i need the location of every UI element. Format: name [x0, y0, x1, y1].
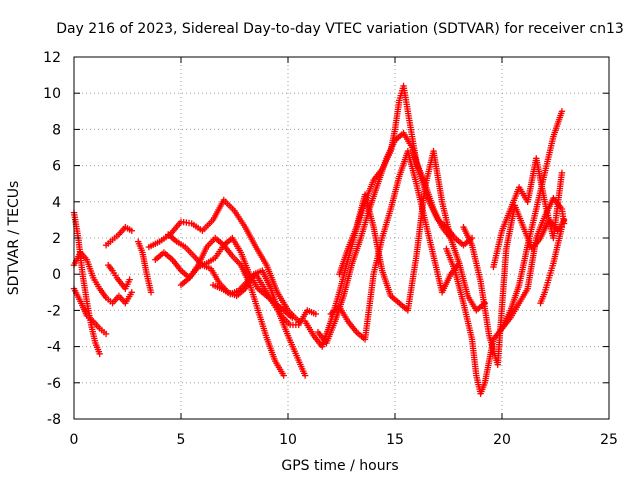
x-tick-label: 5 — [177, 432, 186, 448]
y-axis-title: SDTVAR / TECUs — [6, 181, 22, 296]
data-point — [289, 314, 296, 321]
axis-ticks — [73, 56, 610, 420]
data-points — [70, 82, 568, 397]
y-tick-label: -4 — [47, 340, 61, 356]
data-point — [280, 372, 287, 379]
data-point — [558, 223, 566, 231]
data-point — [468, 234, 476, 242]
data-point — [558, 169, 566, 177]
y-tick-label: 10 — [43, 86, 61, 102]
y-tick-label: -2 — [47, 303, 61, 319]
data-point — [312, 310, 320, 318]
x-tick-label: 25 — [600, 432, 618, 448]
y-tick-label: 6 — [52, 159, 61, 175]
y-tick-label: -6 — [47, 376, 61, 392]
y-tick-label: 4 — [52, 195, 61, 211]
data-point — [102, 330, 110, 338]
y-tick-label: 0 — [52, 267, 61, 283]
y-tick-label: 2 — [52, 231, 61, 247]
y-tick-label: -8 — [47, 412, 61, 428]
data-point — [147, 289, 155, 296]
data-point — [560, 220, 568, 227]
x-axis-title: GPS time / hours — [281, 458, 398, 474]
data-point — [128, 227, 135, 234]
data-point — [126, 276, 133, 283]
data-point — [128, 289, 135, 296]
tick-labels: 0 5 10 15 20 25 -8 -6 -4 -2 0 2 4 6 8 10 12 — [43, 50, 618, 448]
data-point — [558, 108, 566, 115]
data-point — [96, 350, 103, 358]
y-tick-label: 12 — [43, 50, 61, 66]
x-tick-label: 0 — [70, 432, 79, 448]
chart-title: Day 216 of 2023, Sidereal Day-to-day VTE… — [56, 21, 624, 37]
data-point — [301, 372, 309, 379]
y-tick-label: 8 — [52, 122, 61, 138]
x-tick-label: 20 — [493, 432, 511, 448]
x-tick-label: 15 — [386, 432, 404, 448]
x-tick-label: 10 — [279, 432, 297, 448]
